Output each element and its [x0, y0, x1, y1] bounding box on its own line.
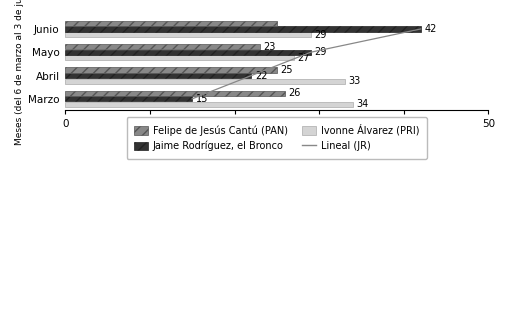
Y-axis label: Meses (del 6 de marzo al 3 de junio): Meses (del 6 de marzo al 3 de junio): [15, 0, 24, 145]
Text: 23: 23: [263, 42, 275, 52]
Bar: [65, 55, 293, 60]
Bar: [65, 44, 260, 49]
Bar: [65, 50, 310, 55]
Bar: [65, 91, 285, 96]
Bar: [65, 26, 420, 31]
Bar: [65, 73, 251, 78]
Bar: [65, 78, 344, 84]
Bar: [65, 102, 352, 107]
Text: 22: 22: [254, 71, 267, 80]
Text: 42: 42: [423, 24, 436, 34]
Bar: [65, 67, 276, 73]
Text: 26: 26: [288, 88, 300, 98]
Text: 15: 15: [195, 94, 208, 104]
Text: 34: 34: [356, 99, 368, 110]
Bar: [65, 21, 276, 26]
Text: 29: 29: [314, 29, 326, 40]
Text: 25: 25: [279, 65, 292, 75]
Text: 27: 27: [297, 53, 309, 63]
Legend: Felipe de Jesús Cantú (PAN), Jaime Rodríguez, el Bronco, Ivonne Álvarez (PRI), L: Felipe de Jesús Cantú (PAN), Jaime Rodrí…: [126, 117, 426, 159]
Bar: [65, 32, 310, 37]
Text: 29: 29: [314, 47, 326, 57]
Text: 33: 33: [347, 76, 359, 86]
Bar: [65, 96, 192, 101]
